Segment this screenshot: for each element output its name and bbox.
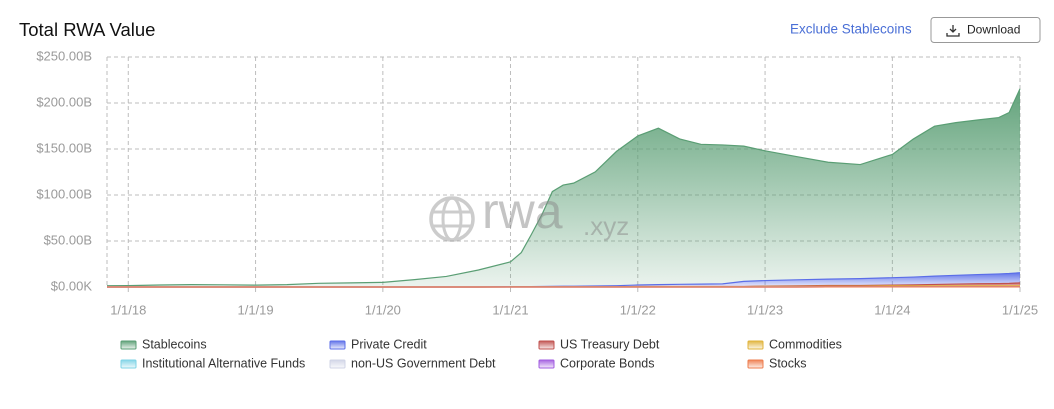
download-label: Download [967, 23, 1020, 37]
watermark-globe-parallels [431, 210, 473, 228]
y-tick-label: $250.00B [36, 48, 92, 63]
y-tick-label: $150.00B [36, 140, 92, 155]
legend-swatch [120, 340, 137, 350]
plot: $0.00K $50.00B $100.00B $150.00B $200.00B $25… [36, 48, 1038, 370]
x-tick-label: 1/1/21 [492, 302, 528, 317]
watermark-globe-meridian [441, 196, 463, 242]
legend-swatch [747, 359, 764, 369]
x-tick-label: 1/1/20 [365, 302, 401, 317]
x-tick-label: 1/1/22 [620, 302, 656, 317]
x-tick-label: 1/1/18 [110, 302, 146, 317]
legend-swatch [120, 359, 137, 369]
x-tick-label: 1/1/24 [874, 302, 910, 317]
area [107, 272, 1020, 287]
legend-label: US Treasury Debt [560, 337, 660, 351]
area [107, 88, 1020, 288]
x-tick-label: 1/1/25 [1002, 302, 1038, 317]
y-tick-label: $0.00K [51, 278, 93, 293]
legend-label: Commodities [769, 337, 842, 351]
download-icon [946, 25, 960, 37]
legend-swatch [747, 340, 764, 350]
legend-label: Stablecoins [142, 337, 207, 351]
legend-label: Private Credit [351, 337, 427, 351]
y-tick-label: $200.00B [36, 94, 92, 109]
exclude-stablecoins-toggle[interactable]: Exclude Stablecoins [790, 22, 912, 37]
legend-swatch [538, 340, 555, 350]
area-line [106, 88, 1021, 287]
legend-swatch [329, 340, 346, 350]
x-tick-label: 1/1/23 [747, 302, 783, 317]
legend-swatch [329, 359, 346, 369]
title: Total RWA Value [19, 19, 155, 40]
download-button[interactable]: Download [930, 17, 1041, 43]
legend-label: non-US Government Debt [351, 356, 496, 370]
watermark-suffix: .xyz [583, 211, 629, 241]
y-tick-label: $100.00B [36, 186, 92, 201]
x-tick-label: 1/1/19 [237, 302, 273, 317]
legend-label: Stocks [769, 356, 807, 370]
legend-swatch [538, 359, 555, 369]
y-tick-label: $50.00B [44, 232, 92, 247]
legend-label: Institutional Alternative Funds [142, 356, 305, 370]
watermark-globe [429, 196, 475, 242]
watermark-main: rwa [482, 183, 563, 239]
watermark: rwa .xyz [429, 183, 629, 242]
legend-label: Corporate Bonds [560, 356, 655, 370]
